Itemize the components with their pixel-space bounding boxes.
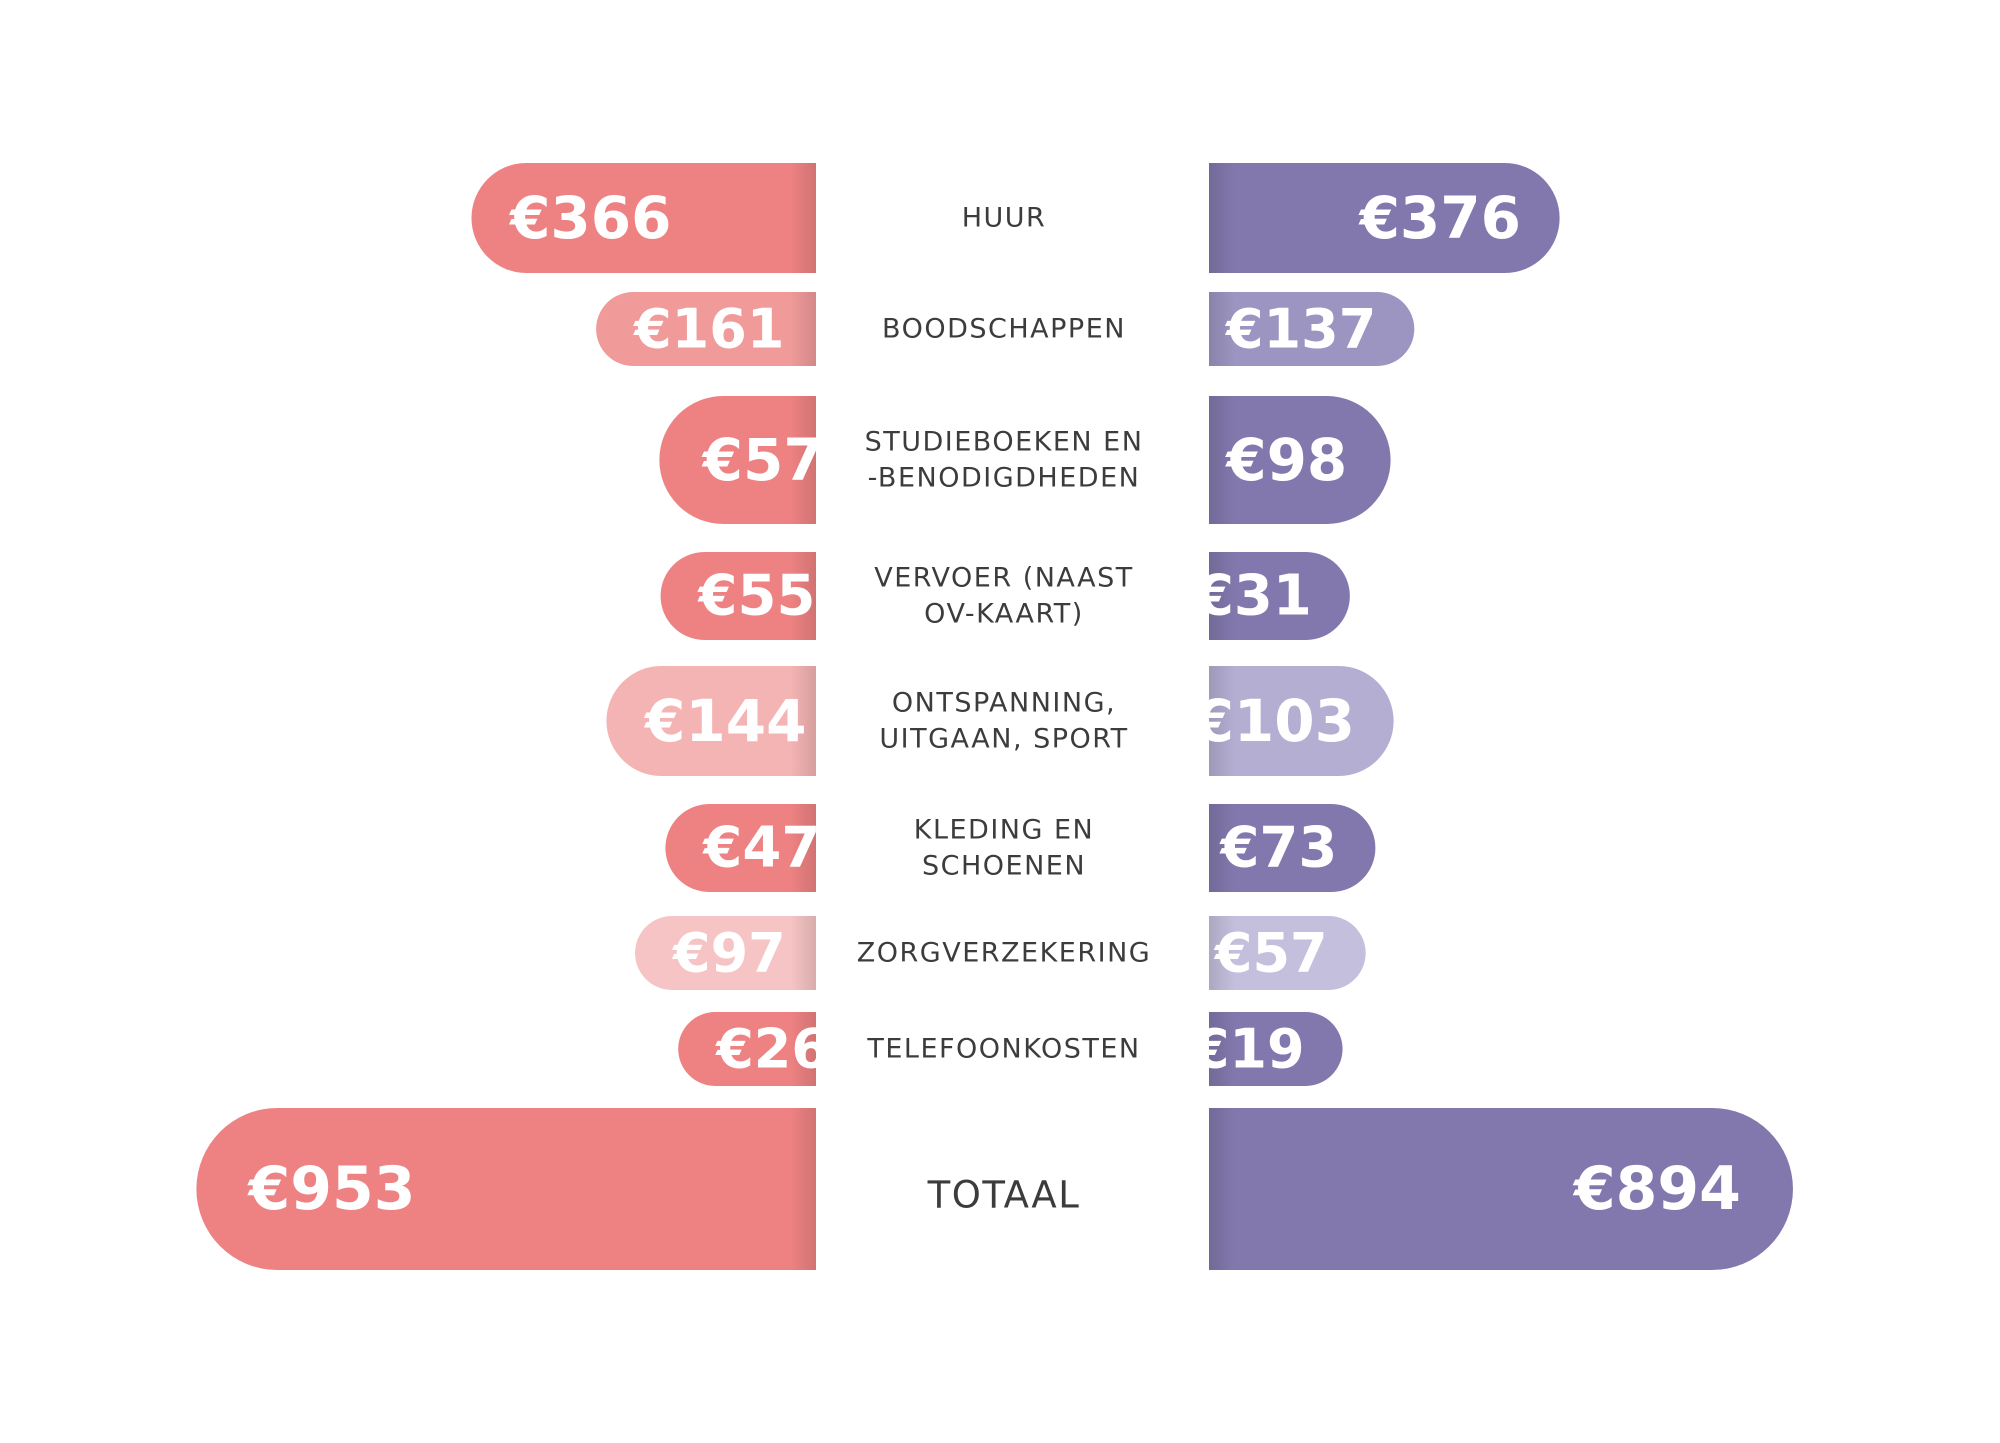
- bar-left-0: [471, 163, 816, 273]
- category-label-4: ONTSPANNING, UITGAAN, SPORT: [879, 688, 1128, 755]
- bar-shadow-right-total: [1209, 1108, 1235, 1270]
- bar-left-2: [659, 396, 816, 524]
- bar-left-4: [606, 666, 816, 776]
- bar-shadow-left-total: [790, 1108, 816, 1270]
- value-label-left-6: €97: [671, 922, 786, 985]
- bar-shadow-left-5: [790, 804, 816, 892]
- value-label-left-7: €26: [714, 1018, 829, 1081]
- bar-left-7: [678, 1012, 816, 1086]
- bar-shadow-left-4: [790, 666, 816, 776]
- bar-shadow-left-2: [790, 396, 816, 524]
- value-label-left-0: €366: [508, 184, 671, 252]
- value-label-right-total: €894: [1572, 1154, 1741, 1224]
- category-label-5: KLEDING EN SCHOENEN: [914, 815, 1095, 882]
- value-label-right-3: €31: [1193, 564, 1312, 629]
- bar-right-4: [1209, 666, 1394, 776]
- bar-right-7: [1209, 1012, 1343, 1086]
- bar-shadow-left-1: [790, 292, 816, 366]
- value-label-right-4: €103: [1192, 687, 1355, 755]
- category-label-7: TELEFOONKOSTEN: [866, 1034, 1140, 1065]
- bar-shadow-right-7: [1209, 1012, 1235, 1086]
- value-label-left-total: €953: [247, 1154, 416, 1224]
- bar-shadow-left-0: [790, 163, 816, 273]
- category-label-0: HUUR: [962, 203, 1047, 234]
- value-label-left-2: €57: [701, 426, 824, 494]
- bar-shadow-right-3: [1209, 552, 1235, 640]
- bar-right-total: [1209, 1108, 1793, 1270]
- category-label-1: BOODSCHAPPEN: [882, 314, 1126, 345]
- value-label-right-6: €57: [1213, 922, 1328, 985]
- category-label-2: STUDIEBOEKEN EN -BENODIGDHEDEN: [865, 427, 1144, 494]
- value-label-right-7: €19: [1190, 1018, 1305, 1081]
- value-label-right-2: €98: [1224, 426, 1347, 494]
- category-label-6: ZORGVERZEKERING: [857, 938, 1151, 969]
- bar-right-5: [1209, 804, 1376, 892]
- bar-shadow-right-4: [1209, 666, 1235, 776]
- bar-right-0: [1209, 163, 1560, 273]
- bar-shadow-right-5: [1209, 804, 1235, 892]
- bar-left-total: [196, 1108, 816, 1270]
- bar-shadow-right-0: [1209, 163, 1235, 273]
- bar-right-6: [1209, 916, 1366, 990]
- bar-shadow-left-6: [790, 916, 816, 990]
- value-label-right-1: €137: [1224, 298, 1376, 361]
- category-label-total: TOTAAL: [927, 1174, 1081, 1217]
- category-label-3: VERVOER (NAAST OV-KAART): [874, 563, 1134, 630]
- bar-right-2: [1209, 396, 1391, 524]
- value-label-right-5: €73: [1218, 816, 1337, 881]
- bar-shadow-left-3: [790, 552, 816, 640]
- bar-right-1: [1209, 292, 1415, 366]
- bar-left-1: [596, 292, 816, 366]
- value-label-right-0: €376: [1358, 184, 1521, 252]
- bar-right-3: [1209, 552, 1350, 640]
- value-label-left-3: €55: [697, 564, 816, 629]
- bar-shadow-right-6: [1209, 916, 1235, 990]
- bar-left-6: [635, 916, 816, 990]
- value-label-left-5: €47: [701, 816, 820, 881]
- bar-shadow-right-1: [1209, 292, 1235, 366]
- bar-shadow-left-7: [790, 1012, 816, 1086]
- bar-shadow-right-2: [1209, 396, 1235, 524]
- value-label-left-4: €144: [643, 687, 806, 755]
- bar-left-5: [665, 804, 816, 892]
- bar-left-3: [660, 552, 816, 640]
- value-label-left-1: €161: [632, 298, 784, 361]
